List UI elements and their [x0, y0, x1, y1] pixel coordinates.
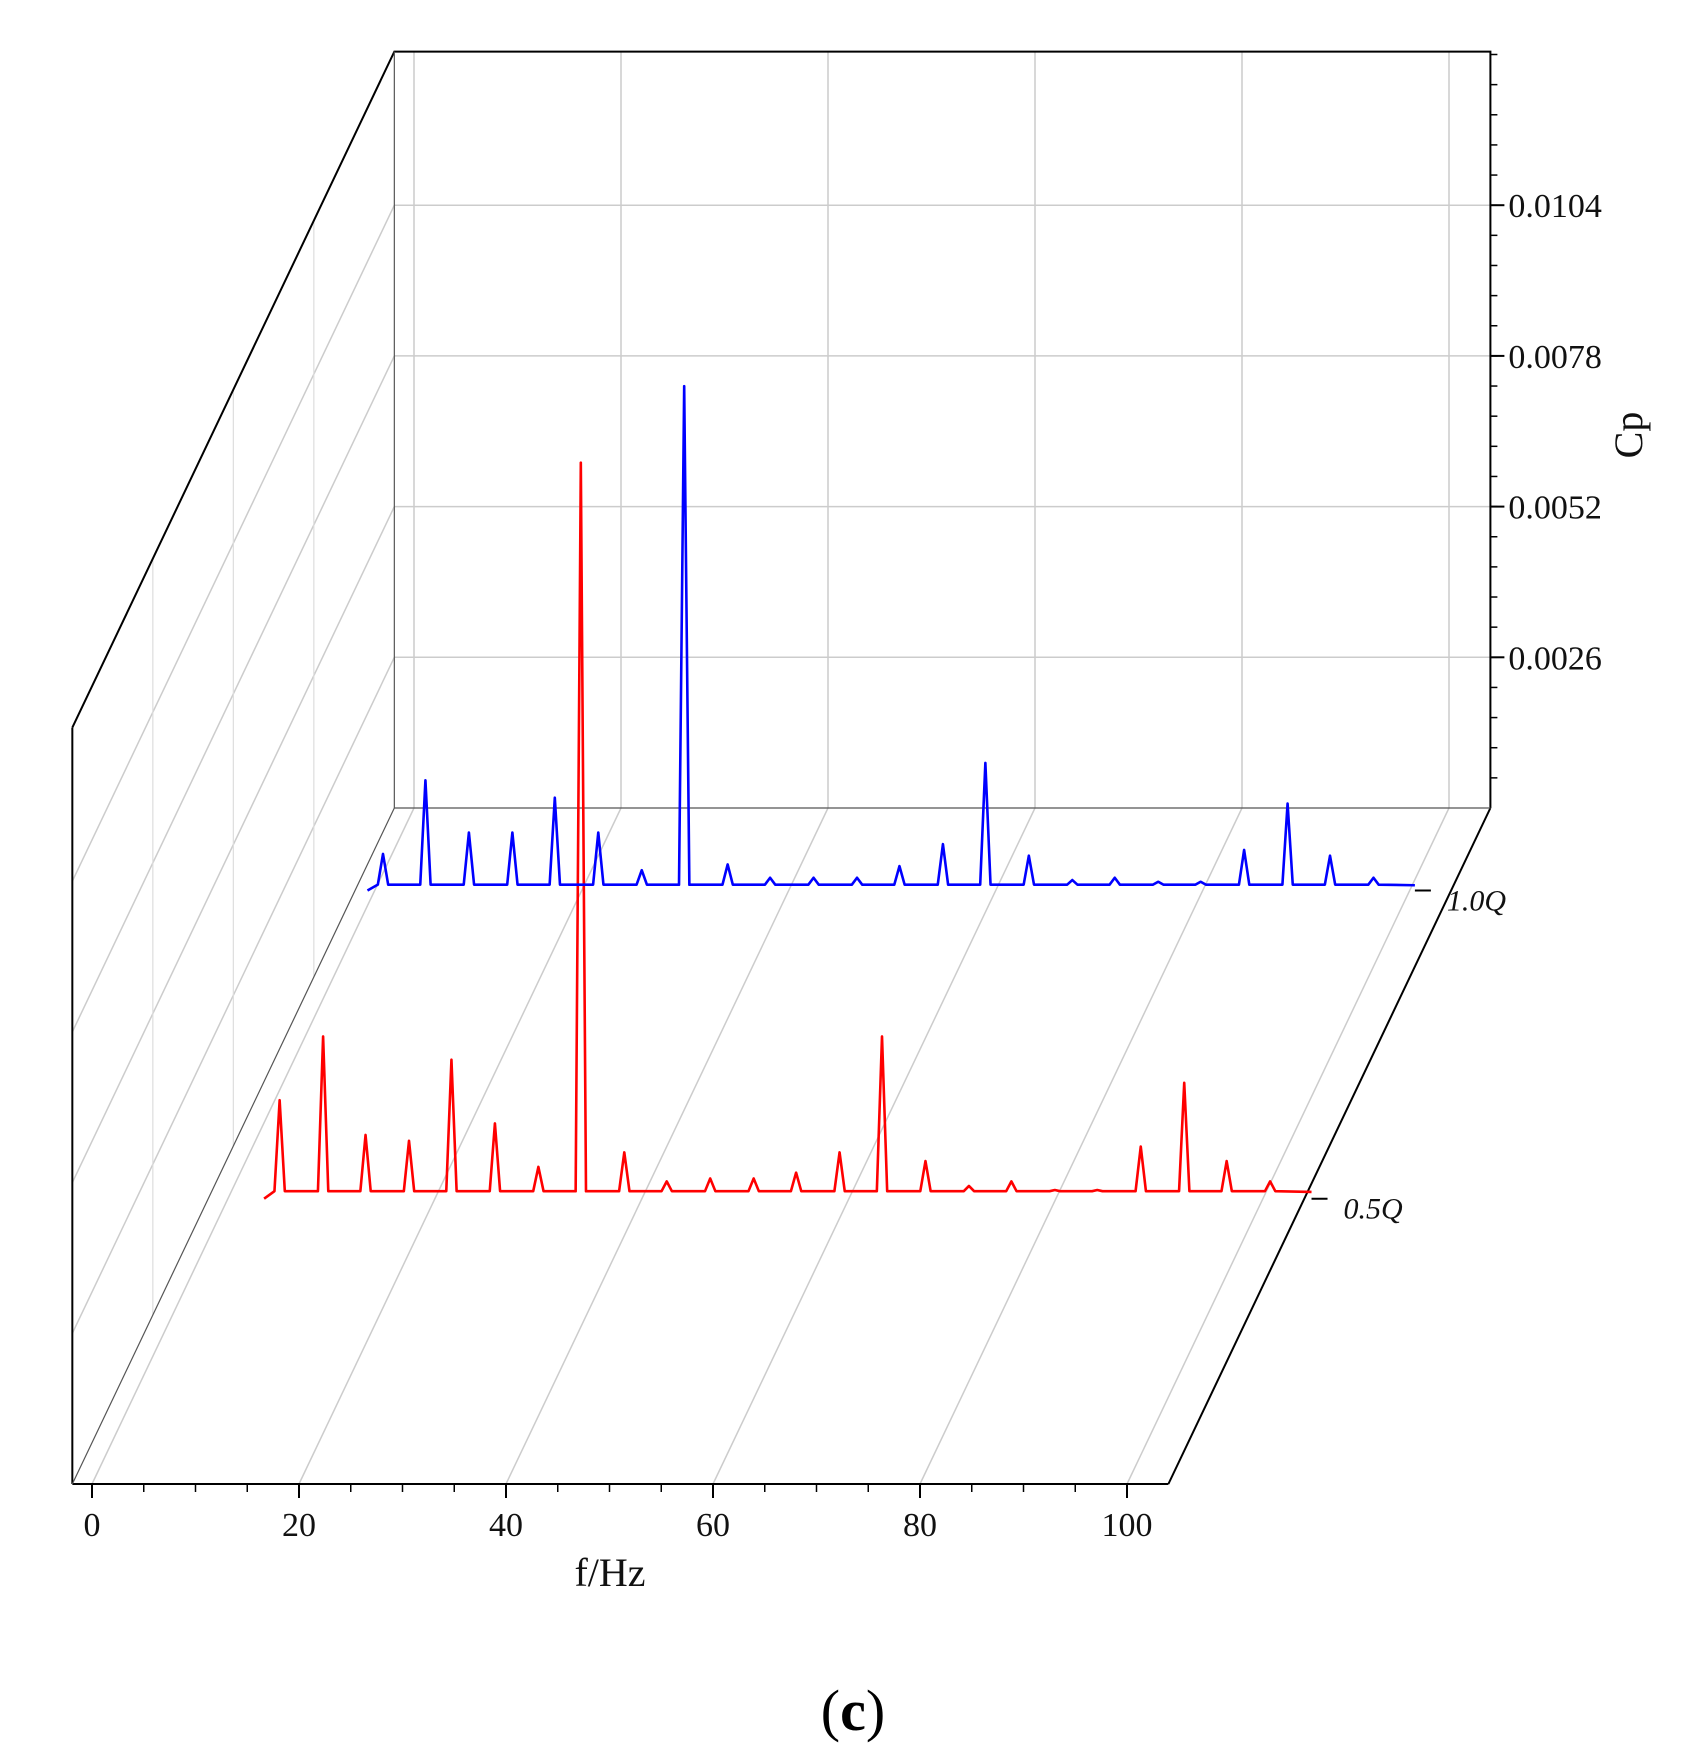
- floor-gridline-x: [298, 807, 622, 1485]
- caption-open-paren: (: [821, 1678, 840, 1743]
- figure-caption: (c): [821, 1678, 885, 1743]
- tick-layer: 0 20 40 60 80 100 0.0026 0.0052 0.0078 0.0104: [84, 53, 1602, 1544]
- chart-frame-top: [71, 50, 1492, 808]
- y-axis-title: Cp: [1606, 412, 1651, 459]
- series-label: 0.5Q: [1344, 1193, 1404, 1226]
- series-line-0.5Q: [263, 461, 1312, 1200]
- y-tick-label: 0.0026: [1508, 640, 1602, 677]
- caption-letter: c: [840, 1678, 866, 1743]
- x-tick-label: 20: [282, 1507, 316, 1544]
- floor-gridline-x: [91, 807, 415, 1485]
- x-tick-label: 100: [1102, 1507, 1153, 1544]
- series-label: 1.0Q: [1447, 884, 1507, 917]
- floor-gridline-x: [505, 807, 829, 1485]
- floor-gridline-x: [1126, 807, 1450, 1485]
- x-tick-label: 40: [489, 1507, 523, 1544]
- x-tick-label: 60: [696, 1507, 730, 1544]
- floor-gridline-x: [712, 807, 1036, 1485]
- x-tick-label: 0: [84, 1507, 101, 1544]
- series-layer: [263, 384, 1415, 1200]
- depth-axis-line: [1167, 807, 1492, 1485]
- floor-gridline-x: [919, 807, 1243, 1485]
- x-tick-label: 80: [903, 1507, 937, 1544]
- left-wall-floor-edge: [71, 807, 395, 1485]
- label-layer: 0.5Q 1.0Q: [1311, 884, 1507, 1226]
- caption-close-paren: ): [866, 1678, 885, 1743]
- y-tick-label: 0.0104: [1508, 188, 1602, 225]
- x-axis-title: f/Hz: [574, 1550, 645, 1595]
- y-tick-label: 0.0052: [1508, 490, 1602, 527]
- grid-layer: [71, 51, 1491, 1485]
- frame-layer: [71, 50, 1492, 1485]
- y-tick-label: 0.0078: [1508, 339, 1602, 376]
- series-line-1.0Q: [366, 384, 1415, 892]
